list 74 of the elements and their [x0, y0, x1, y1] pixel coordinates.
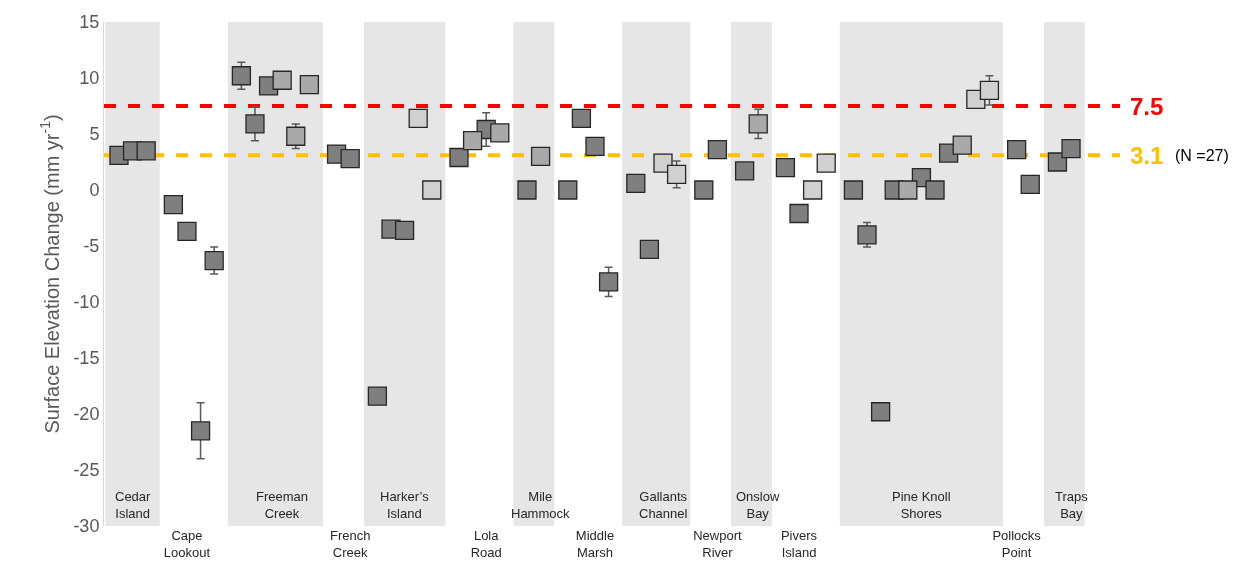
y-tick-label: 5 [89, 124, 100, 145]
point [204, 250, 224, 271]
point [898, 180, 918, 200]
x-tick-label: Freeman Creek [256, 489, 309, 521]
point [748, 114, 768, 134]
point [286, 126, 306, 146]
x-tick-label: Newport River [693, 528, 742, 560]
point [422, 180, 442, 200]
point [367, 386, 388, 406]
x-tick-label: Gallants Channel [639, 489, 688, 521]
x-tick-label: Pine Knoll Shores [892, 489, 951, 521]
point [585, 136, 605, 156]
x-tick-label: Middle Marsh [575, 528, 615, 560]
ref-line-label: 3.1 [1130, 142, 1164, 169]
point [136, 141, 156, 161]
text: (N =27) [1175, 147, 1229, 164]
point [626, 173, 646, 193]
point [530, 146, 551, 167]
x-tick-label: French Creek [329, 528, 371, 560]
x-tick-label: Harker’s Island [380, 489, 430, 521]
y-tick-label: -30 [73, 516, 100, 537]
point [925, 180, 945, 200]
point [979, 80, 1000, 100]
x-tick-label: Pollocks Point [992, 528, 1042, 560]
point [1047, 152, 1068, 172]
point [734, 161, 755, 181]
y-tick-label: 10 [79, 68, 100, 89]
point [394, 220, 415, 240]
point [952, 135, 972, 155]
x-tick-label: Lola Road [470, 528, 502, 560]
point [802, 180, 823, 200]
point [843, 180, 864, 200]
point [598, 272, 619, 292]
point [177, 221, 197, 242]
point [870, 402, 891, 422]
point [517, 180, 537, 200]
point [816, 153, 836, 173]
point [571, 108, 592, 128]
point [163, 194, 184, 215]
y-tick-label: -20 [73, 404, 100, 425]
point [639, 239, 660, 260]
point [857, 225, 877, 245]
point [340, 148, 360, 169]
x-tick-label: Onslow Bay [736, 489, 780, 521]
point [666, 164, 687, 184]
x-tick-label: Traps Bay [1055, 489, 1089, 521]
y-tick-label: -25 [73, 460, 100, 481]
point [775, 157, 796, 178]
y-tick-label: -10 [73, 292, 100, 313]
y-tick-label: 15 [79, 12, 100, 33]
x-tick-label: Pivers Island [780, 528, 818, 560]
point [694, 180, 714, 200]
point [707, 140, 728, 160]
point [1061, 138, 1081, 159]
ref-line-label: 7.5 [1130, 93, 1164, 120]
point [245, 114, 265, 134]
y-tick-label: 0 [89, 180, 100, 201]
x-tick-label: Cape Lookout [163, 528, 211, 560]
y-tick-label: -5 [83, 236, 100, 257]
point [408, 108, 428, 128]
x-tick-label: Cedar Island [115, 489, 152, 521]
point [1020, 174, 1040, 195]
point [1006, 140, 1027, 160]
point [449, 147, 469, 168]
point [231, 66, 252, 86]
point [558, 180, 578, 200]
point [299, 75, 320, 95]
y-tick-label: -15 [73, 348, 100, 369]
x-tick-label: Mile Hammock [511, 489, 571, 521]
point [490, 123, 510, 143]
point [272, 70, 292, 90]
point [190, 421, 211, 441]
point [789, 203, 809, 224]
point [462, 131, 483, 151]
